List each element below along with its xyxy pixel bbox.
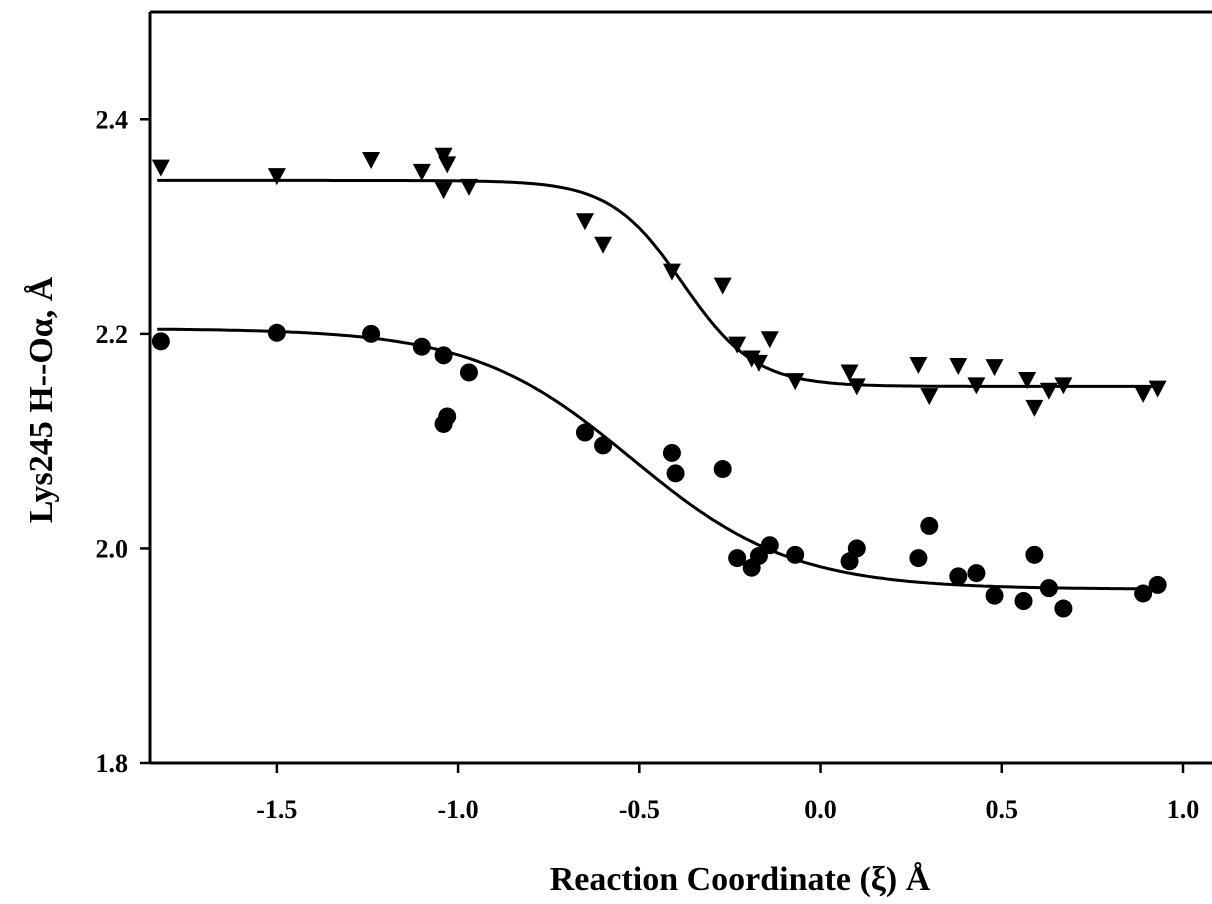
triangle-marker: [742, 350, 761, 368]
triangle-marker: [909, 356, 928, 374]
x-tick-label: -1.0: [438, 795, 479, 824]
y-tick-label: 2.4: [96, 105, 129, 134]
triangle-marker: [267, 168, 286, 186]
circle-marker: [985, 586, 1004, 605]
circle-marker: [1039, 579, 1058, 598]
x-tick-label: -0.5: [619, 795, 660, 824]
circle-marker: [1014, 591, 1033, 610]
triangle-marker: [967, 377, 986, 395]
data-markers: [151, 147, 1167, 618]
circle-marker: [728, 549, 747, 568]
y-tick-label: 2.0: [96, 534, 129, 563]
circle-marker: [666, 464, 685, 483]
circle-marker: [151, 332, 170, 351]
triangle-marker: [1134, 385, 1153, 403]
x-tick-label: 0.0: [804, 795, 837, 824]
y-tick-label: 2.2: [96, 320, 129, 349]
circle-marker: [594, 436, 613, 455]
fit-curve-1: [157, 178, 1158, 388]
triangle-marker: [1054, 377, 1073, 395]
triangle-marker: [786, 373, 805, 391]
circle-marker: [1025, 545, 1044, 564]
triangle-marker: [662, 263, 681, 281]
triangle-marker: [594, 236, 613, 254]
triangle-marker: [412, 163, 431, 181]
circle-marker: [713, 460, 732, 479]
triangle-marker: [438, 156, 457, 174]
triangle-marker: [575, 213, 594, 231]
circle-marker: [434, 414, 453, 433]
circle-marker: [847, 539, 866, 558]
plot-frame: [148, 10, 1212, 765]
circle-marker: [459, 363, 478, 382]
x-tick-label: 0.5: [986, 795, 1019, 824]
y-tick-label: 1.8: [96, 749, 129, 778]
triangle-marker: [1148, 380, 1167, 398]
triangle-marker: [713, 277, 732, 295]
triangle-marker: [434, 182, 453, 200]
y-axis-label: Lys245 H--Oα, Å: [23, 276, 60, 523]
y-axis-ticks: 1.8 2.0 2.2 2.4: [96, 105, 150, 778]
fit-curve-2: [157, 327, 1158, 591]
triangle-marker: [985, 359, 1004, 377]
triangle-marker: [434, 147, 453, 165]
circle-marker: [412, 337, 431, 356]
circle-marker: [362, 324, 381, 343]
circle-marker: [575, 423, 594, 442]
triangle-marker: [362, 152, 381, 170]
circle-marker: [786, 545, 805, 564]
circle-marker: [920, 516, 939, 535]
x-tick-label: 1.0: [1167, 795, 1200, 824]
circle-marker: [434, 346, 453, 365]
triangle-marker: [840, 364, 859, 382]
circle-marker: [662, 443, 681, 462]
triangle-marker: [1039, 382, 1058, 400]
x-axis-ticks: -1.5 -1.0 -0.5 0.0 0.5 1.0: [256, 763, 1199, 824]
circle-marker: [949, 567, 968, 586]
circle-marker: [267, 323, 286, 342]
circle-marker: [1134, 584, 1153, 603]
triangle-marker: [847, 378, 866, 396]
circle-marker: [760, 536, 779, 555]
triangle-marker: [760, 331, 779, 349]
circle-marker: [967, 564, 986, 583]
triangle-marker: [151, 159, 170, 177]
x-axis-label: Reaction Coordinate (ξ) Å: [550, 861, 931, 898]
triangle-marker: [1025, 399, 1044, 417]
triangle-marker: [920, 388, 939, 406]
x-tick-label: -1.5: [256, 795, 297, 824]
triangle-marker: [949, 358, 968, 376]
circle-marker: [1054, 599, 1073, 618]
triangle-marker: [1018, 371, 1037, 389]
fit-curves: [157, 178, 1158, 591]
circle-marker: [909, 549, 928, 568]
triangle-marker: [728, 336, 747, 354]
triangle-marker: [459, 178, 478, 196]
circle-marker: [1148, 575, 1167, 594]
triangle-marker: [749, 354, 768, 372]
